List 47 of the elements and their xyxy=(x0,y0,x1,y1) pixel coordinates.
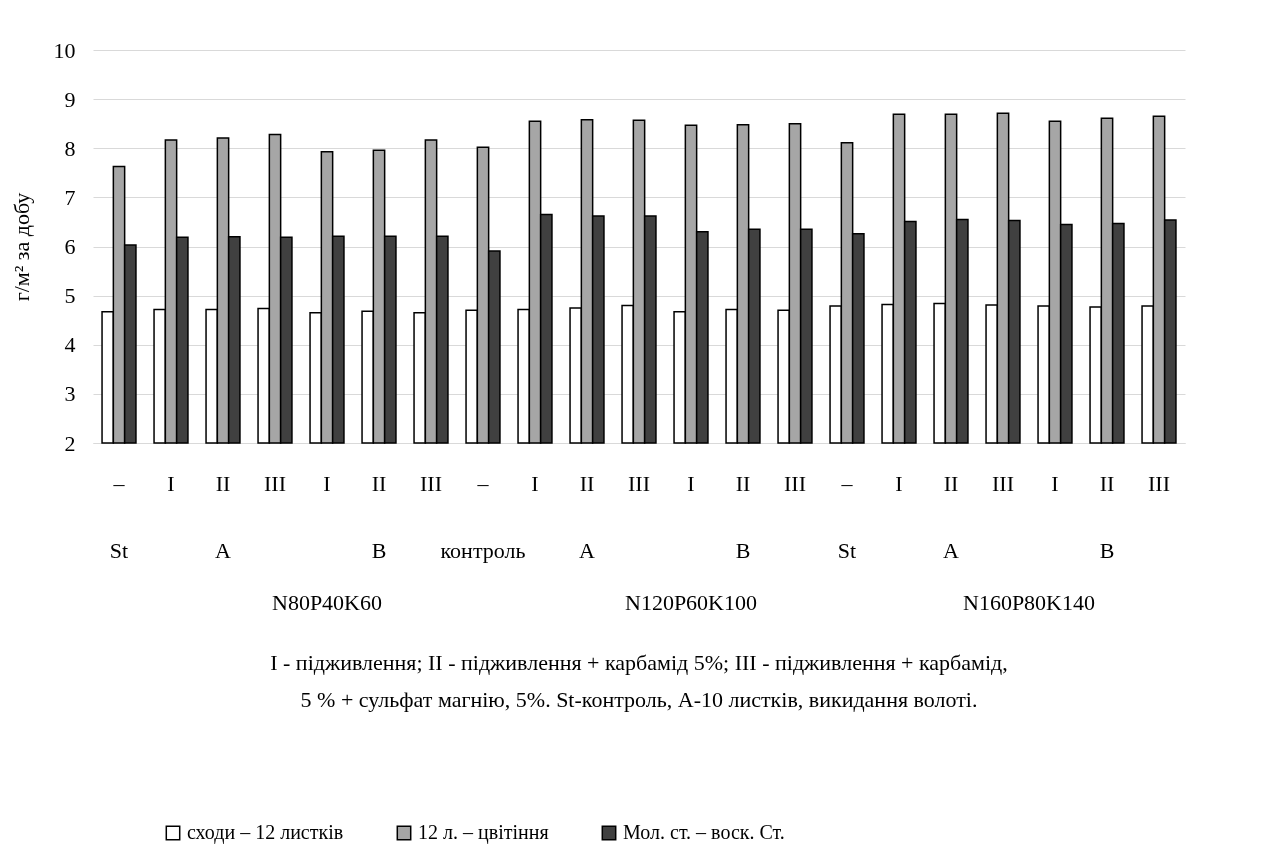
text: St xyxy=(109,538,129,563)
text: B xyxy=(1099,538,1115,563)
x-tick-label: III xyxy=(420,470,442,496)
x-tick-label: I xyxy=(323,470,331,496)
y-tick-label: 2 xyxy=(64,430,76,456)
x-tick-label: I xyxy=(687,470,695,496)
text: N80P40K60 xyxy=(271,590,383,615)
x-tick-label: – xyxy=(476,470,490,496)
x-tick-label: III xyxy=(264,470,286,496)
x-tick-label: – xyxy=(840,470,854,496)
x-tick-label: I xyxy=(1051,470,1059,496)
y-tick-label: 7 xyxy=(64,184,76,210)
x-tick-label: II xyxy=(371,470,387,496)
x-tick-label: III xyxy=(992,470,1014,496)
x-tick-label: I xyxy=(167,470,175,496)
y-tick-label: 8 xyxy=(64,135,76,161)
x-tick-label: I xyxy=(531,470,539,496)
y-tick-label: 3 xyxy=(64,381,76,407)
legend-label: Мол. ст. – воск. Ст. xyxy=(623,821,785,843)
x-tick-label: – xyxy=(112,470,126,496)
y-tick-label: 9 xyxy=(64,86,76,112)
y-tick-label: 5 xyxy=(64,283,76,309)
x-tick-label: II xyxy=(943,470,959,496)
x-tick-label: III xyxy=(628,470,650,496)
x-tick-label: III xyxy=(784,470,806,496)
x-tick-label: I xyxy=(895,470,903,496)
text: A xyxy=(215,538,232,563)
y-tick-label: 6 xyxy=(64,234,76,259)
x-tick-label: III xyxy=(1148,470,1170,496)
text: A xyxy=(579,538,596,563)
text: B xyxy=(735,538,751,563)
text: N160P80K140 xyxy=(962,590,1096,615)
text: N120P60K100 xyxy=(624,590,758,615)
text: St xyxy=(837,538,857,563)
legend-label: сходи – 12 листків xyxy=(187,821,344,844)
text: B xyxy=(371,538,387,563)
y-tick-label: 10 xyxy=(53,37,76,63)
text: A xyxy=(943,538,960,563)
x-tick-label: II xyxy=(735,470,751,496)
x-tick-label: II xyxy=(1099,470,1115,496)
x-tick-label: II xyxy=(215,470,231,496)
text: I - підживлення; II - підживлення + карбамід 5%; III - підживлення + карбамід, 5 % + сульфат магнію, 5%. St-контроль, A-10 листків, викидання волоті. xyxy=(270,650,1008,712)
x-tick-label: II xyxy=(579,470,595,496)
legend-label: 12 л. – цвітіння xyxy=(418,821,549,844)
y-axis-title: г/м² за добу xyxy=(8,192,34,302)
y-tick-label: 4 xyxy=(64,332,76,358)
text: контроль xyxy=(440,538,526,563)
